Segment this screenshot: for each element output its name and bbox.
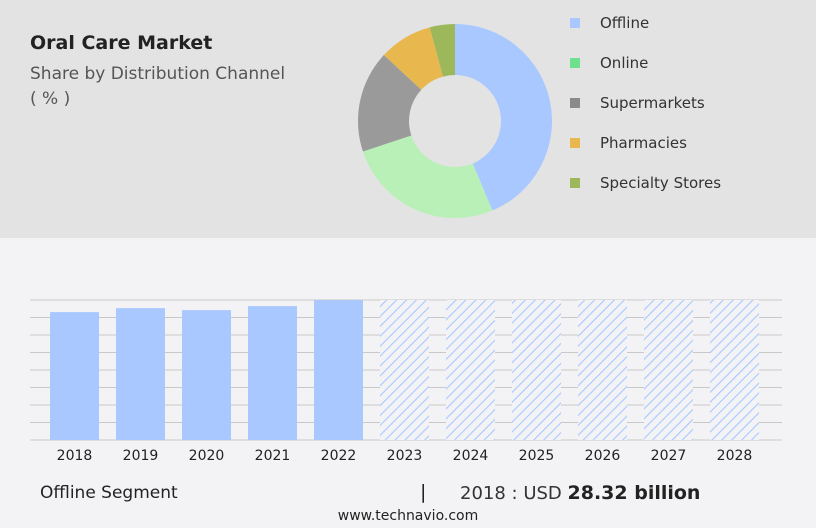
chart-title: Oral Care Market <box>30 32 213 54</box>
bar-2024 <box>446 300 495 440</box>
slice-supermarkets <box>358 55 422 152</box>
separator: | <box>420 481 427 503</box>
bar-2019 <box>116 308 165 440</box>
bar-2028 <box>710 300 759 440</box>
x-tick-label: 2018 <box>57 448 93 464</box>
legend-item: Offline <box>570 14 649 32</box>
bar-2025 <box>512 300 561 440</box>
legend-label: Specialty Stores <box>600 174 722 192</box>
x-tick-label: 2023 <box>387 448 423 464</box>
legend-label: Online <box>600 54 649 72</box>
chart-unit: ( % ) <box>30 89 71 109</box>
slice-online <box>362 135 493 218</box>
legend-label: Pharmacies <box>600 134 687 152</box>
bar-2021 <box>248 306 297 440</box>
bar-2027 <box>644 300 693 440</box>
legend-item: Specialty Stores <box>570 174 721 192</box>
legend-item: Pharmacies <box>570 134 687 152</box>
bar-2022 <box>314 300 363 440</box>
x-tick-label: 2027 <box>651 448 687 464</box>
value: 28.32 billion <box>567 482 701 504</box>
x-tick-label: 2025 <box>519 448 555 464</box>
bar-chart: 2018 2019 2020 2021 2022 2023 2024 2025 2026 2027… <box>30 299 782 464</box>
bar-2023 <box>380 300 429 440</box>
site-url: www.technavio.com <box>337 508 479 524</box>
slice-offline <box>455 24 552 211</box>
x-tick-label: 2020 <box>189 448 225 464</box>
slice-specialty-stores <box>429 24 455 77</box>
bar-2026 <box>578 300 627 440</box>
bar-2018 <box>50 312 99 440</box>
legend-label: Supermarkets <box>600 94 705 112</box>
legend-swatch <box>570 58 580 68</box>
value-readout: 2018 : USD 28.32 billion <box>460 482 700 504</box>
legend-swatch <box>570 98 580 108</box>
bar-2020 <box>182 310 231 440</box>
chart-subtitle: Share by Distribution Channel <box>30 64 286 84</box>
legend-item: Supermarkets <box>570 94 705 112</box>
x-tick-label: 2026 <box>585 448 621 464</box>
legend-swatch <box>570 138 580 148</box>
legend-swatch <box>570 18 580 28</box>
donut-chart <box>358 24 552 218</box>
legend-swatch <box>570 178 580 188</box>
year-label: 2018 : USD <box>460 483 562 504</box>
x-tick-label: 2019 <box>123 448 159 464</box>
segment-label: Offline Segment <box>40 483 178 503</box>
slice-pharmacies <box>383 27 444 90</box>
x-tick-label: 2022 <box>321 448 357 464</box>
legend-item: Online <box>570 54 648 72</box>
legend-label: Offline <box>600 14 650 32</box>
x-tick-label: 2028 <box>717 448 753 464</box>
x-tick-label: 2024 <box>453 448 489 464</box>
x-tick-label: 2021 <box>255 448 291 464</box>
